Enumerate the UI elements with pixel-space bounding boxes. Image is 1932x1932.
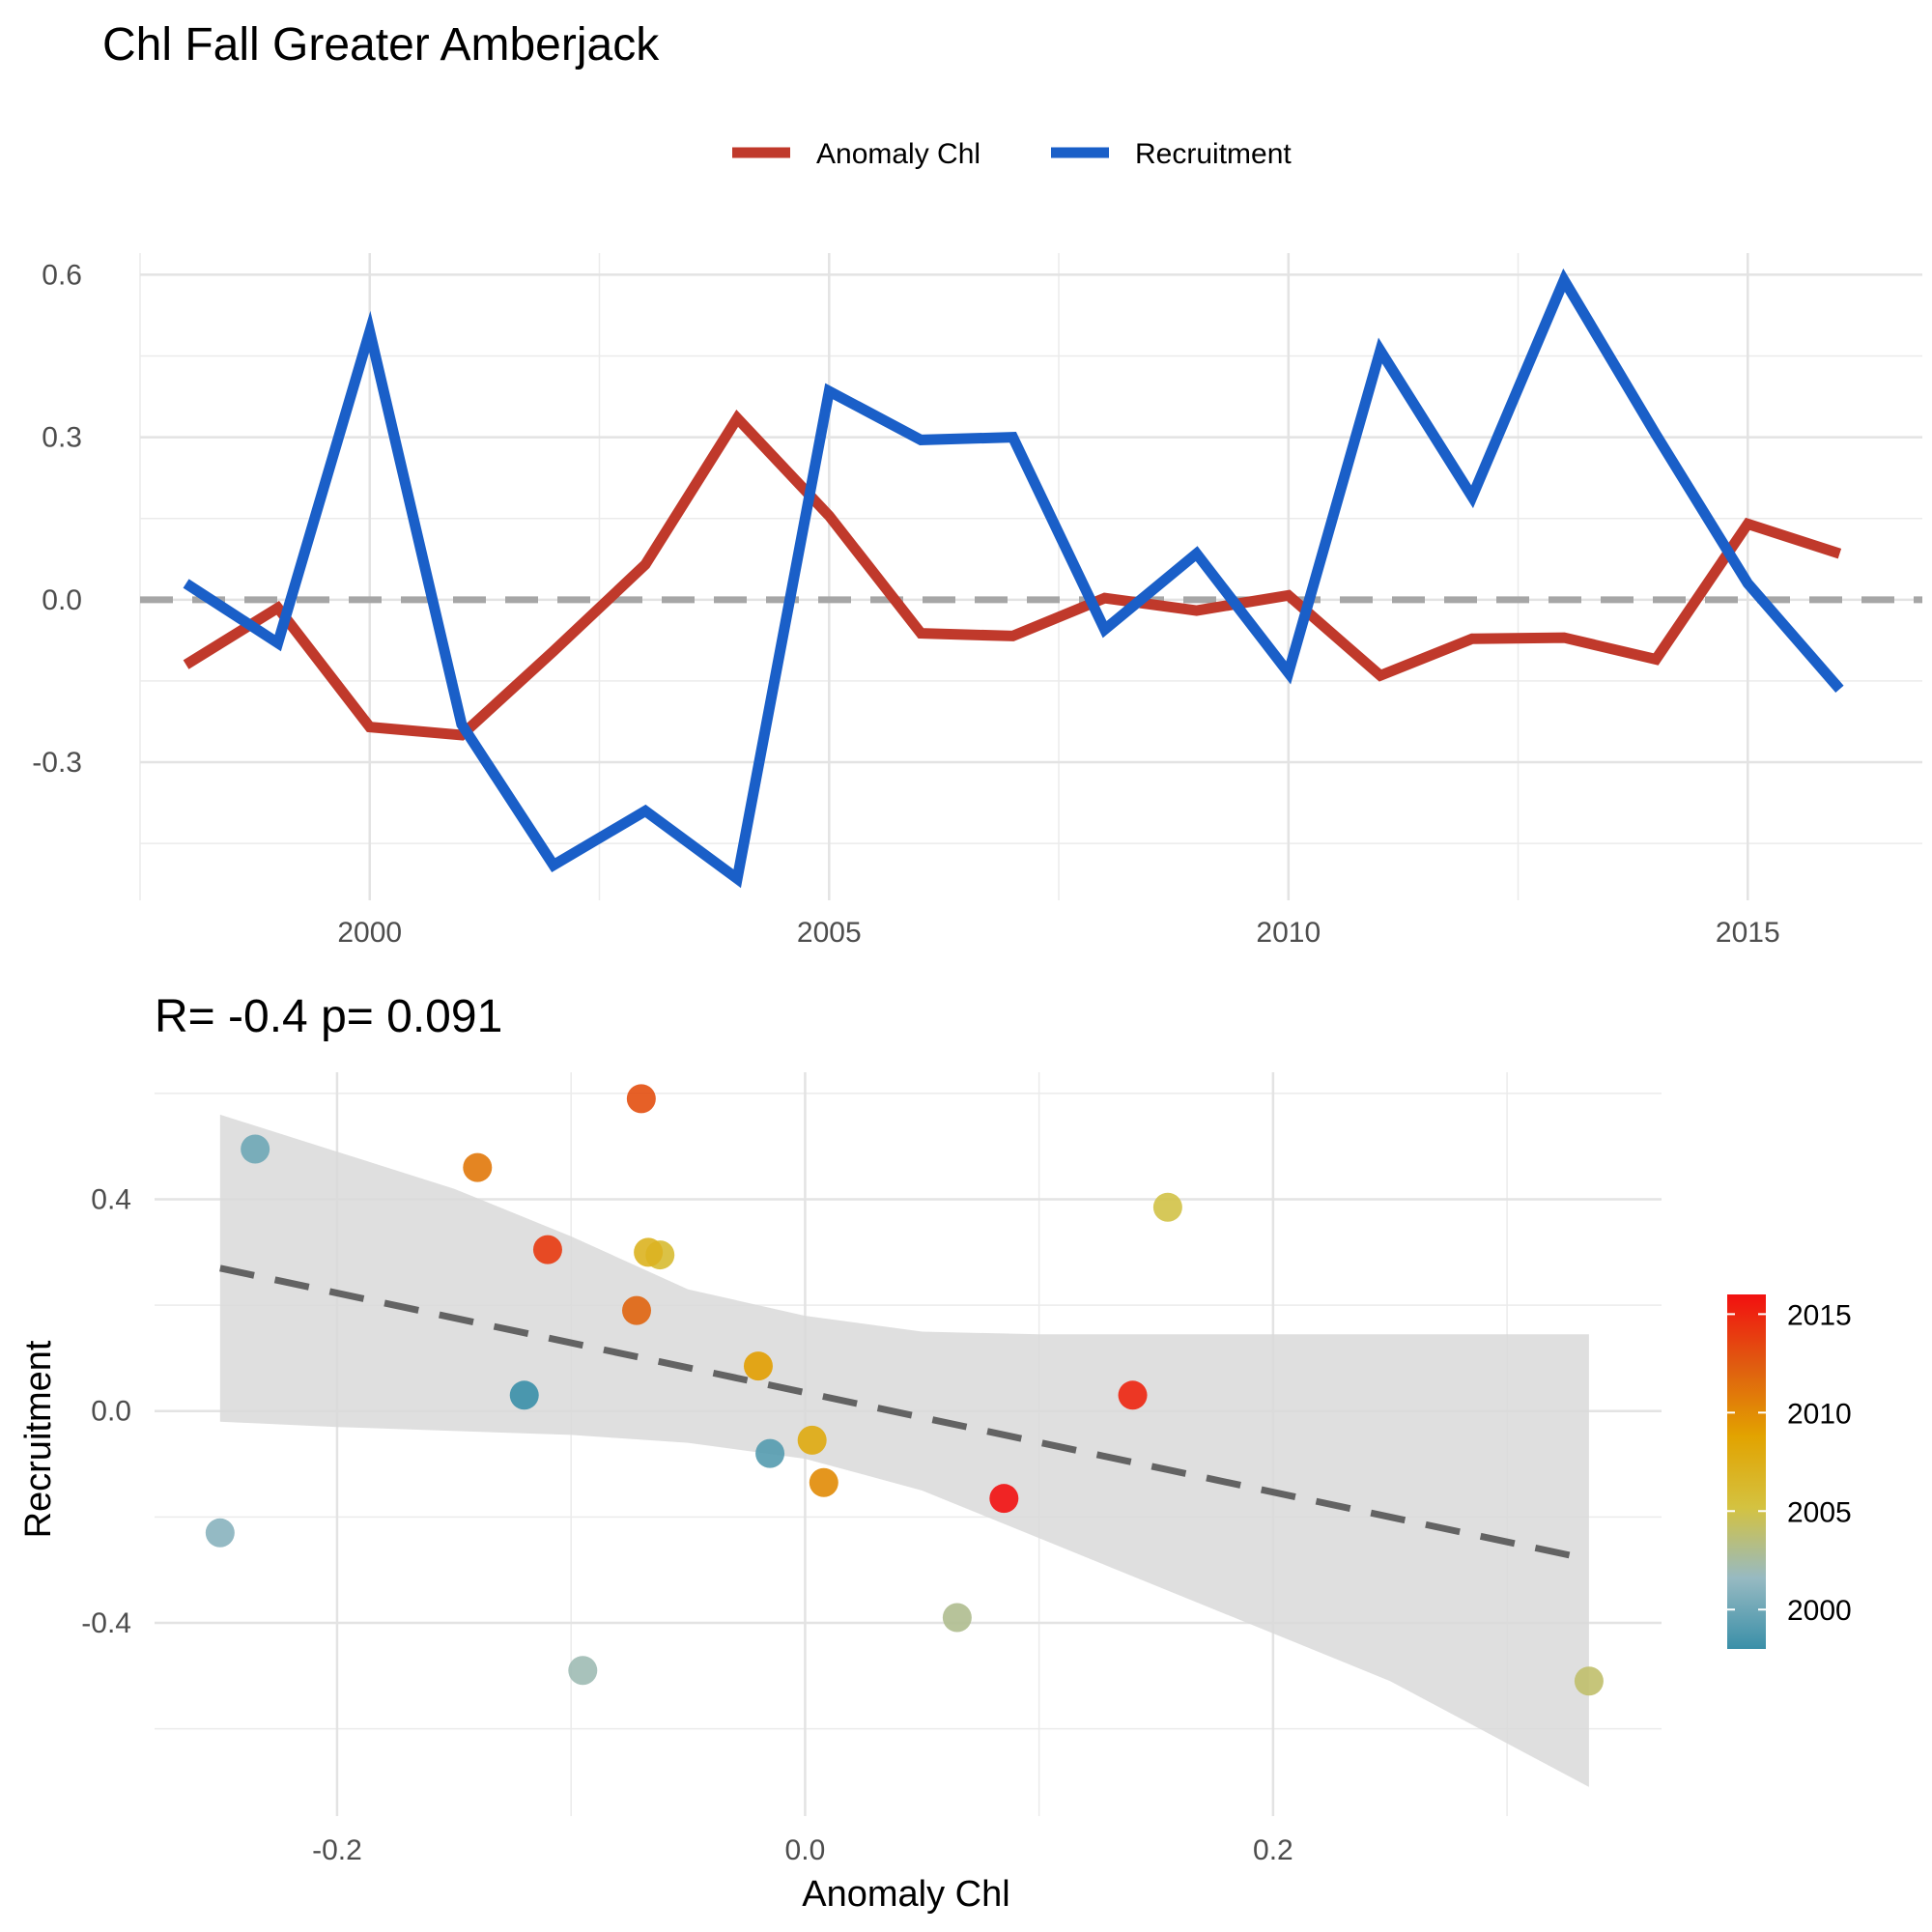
time-series-panel: 0.6 0.3 0.0 -0.3 2000 2005 2010 2015 Anomaly C…	[32, 138, 1922, 949]
y-tick-label: 0.0	[91, 1396, 131, 1428]
legend-label: Anomaly Chl	[816, 138, 980, 170]
x-tick-label: 2010	[1256, 917, 1321, 949]
scatter-point	[622, 1295, 652, 1325]
x-tick-label: 2015	[1716, 917, 1780, 949]
x-tick-label: 0.2	[1253, 1834, 1293, 1866]
year-colorbar: 2015 2010 2005 2000	[1727, 1294, 1852, 1649]
scatter-y-ticks: 0.4 0.0 -0.4	[81, 1184, 131, 1639]
x-tick-label: 2005	[797, 917, 862, 949]
scatter-title: R= -0.4 p= 0.091	[155, 991, 502, 1042]
scatter-point	[1152, 1192, 1182, 1222]
scatter-point	[241, 1134, 270, 1164]
y-axis-title: Recruitment	[18, 1340, 59, 1538]
y-tick-label: 0.3	[42, 422, 82, 454]
time-series-grid	[139, 253, 1922, 900]
scatter-x-ticks: -0.2 0.0 0.2	[312, 1834, 1293, 1866]
scatter-point	[509, 1380, 539, 1410]
y-tick-label: -0.4	[81, 1607, 131, 1639]
scatter-point	[532, 1235, 562, 1264]
colorbar-label: 2000	[1787, 1595, 1852, 1627]
series-line-recruitment	[183, 268, 1844, 889]
time-series-legend: Anomaly Chl Recruitment	[732, 138, 1292, 170]
scatter-point	[205, 1518, 235, 1548]
y-tick-label: 0.6	[42, 259, 82, 291]
colorbar-label: 2015	[1787, 1299, 1852, 1331]
colorbar-bar	[1727, 1294, 1766, 1649]
scatter-point	[1574, 1666, 1604, 1696]
scatter-point	[989, 1484, 1019, 1514]
scatter-point	[797, 1425, 827, 1455]
x-tick-label: 0.0	[785, 1834, 826, 1866]
scatter-point	[626, 1084, 656, 1114]
x-tick-label: -0.2	[312, 1834, 362, 1866]
scatter-point	[809, 1467, 838, 1497]
x-axis-title: Anomaly Chl	[802, 1874, 1009, 1915]
scatter-point	[743, 1351, 773, 1381]
scatter-point	[568, 1656, 598, 1686]
legend-label: Recruitment	[1135, 138, 1292, 170]
y-tick-label: -0.3	[32, 747, 82, 779]
scatter-point	[634, 1237, 664, 1267]
regression-line	[219, 1264, 1590, 1563]
y-tick-label: 0.0	[42, 584, 82, 616]
time-series-x-ticks: 2000 2005 2010 2015	[337, 917, 1779, 949]
series-line-anomaly-chl	[183, 410, 1842, 741]
colorbar-label: 2005	[1787, 1496, 1852, 1528]
scatter-point	[1118, 1380, 1148, 1410]
scatter-point	[463, 1152, 493, 1182]
y-tick-label: 0.4	[91, 1184, 131, 1216]
scatter-point	[755, 1438, 785, 1468]
scatter-point	[942, 1603, 972, 1633]
time-series-lines	[183, 268, 1844, 889]
confidence-band	[219, 1114, 1589, 1787]
scatter-panel: R= -0.4 p= 0.091 0.4 0.0 -0.4 -0.2 0.0 0.2 A…	[18, 991, 1852, 1915]
x-tick-label: 2000	[337, 917, 402, 949]
time-series-y-ticks: 0.6 0.3 0.0 -0.3	[32, 259, 82, 779]
figure-title: Chl Fall Greater Amberjack	[102, 19, 660, 71]
scatter-points	[205, 1084, 1604, 1696]
colorbar-label: 2010	[1787, 1398, 1852, 1430]
